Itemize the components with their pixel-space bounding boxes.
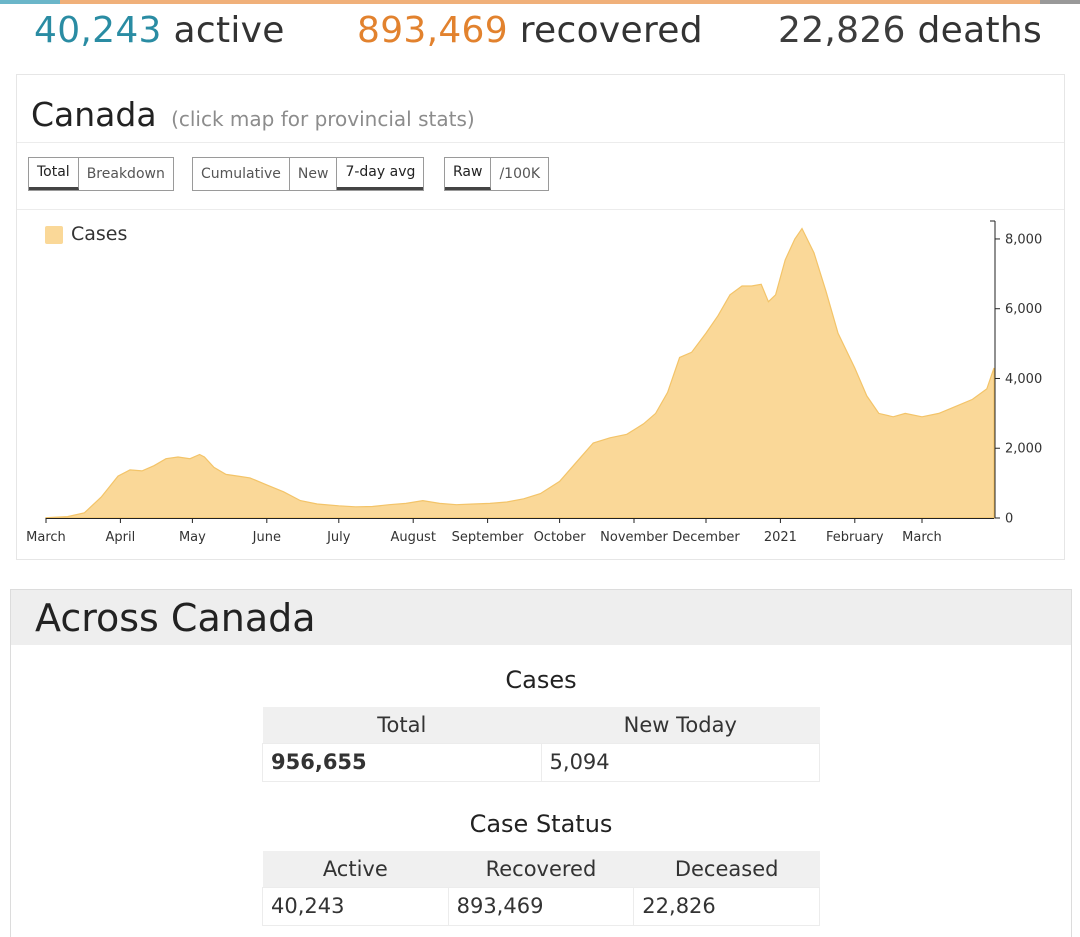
deaths-stat: 22,826 deaths bbox=[778, 10, 1042, 51]
legend-swatch-cases bbox=[45, 226, 63, 244]
aggregation-toggle: Cumulative New 7-day avg bbox=[192, 157, 425, 191]
y-tick-label: 2,000 bbox=[1005, 442, 1042, 457]
scale-toggle: Raw /100K bbox=[444, 157, 550, 191]
recovered-value: 893,469 bbox=[447, 886, 635, 926]
recovered-label: recovered bbox=[519, 10, 703, 51]
card-divider bbox=[17, 209, 1064, 210]
view-mode-toggle: Total Breakdown bbox=[28, 157, 174, 191]
x-tick-label: July bbox=[326, 530, 351, 545]
cases-area-chart: March April May June July August September Octo… bbox=[26, 220, 1042, 545]
per-100k-button[interactable]: /100K bbox=[491, 158, 549, 190]
seven-day-avg-button[interactable]: 7-day avg bbox=[337, 158, 424, 190]
y-tick-label: 4,000 bbox=[1005, 372, 1042, 387]
active-value: 40,243 bbox=[262, 886, 449, 926]
x-tick-label: May bbox=[179, 530, 206, 545]
active-label: active bbox=[173, 10, 285, 51]
canada-chart-card: Canada (click map for provincial stats) … bbox=[16, 74, 1065, 560]
y-tick-label: 0 bbox=[1005, 512, 1013, 527]
case-status-table-title: Case Status bbox=[469, 810, 613, 838]
top-progress-strip bbox=[0, 0, 1080, 4]
strip-recovered-segment bbox=[60, 0, 1040, 4]
strip-active-segment bbox=[0, 0, 60, 4]
cases-new-today-value: 5,094 bbox=[540, 742, 821, 782]
across-canada-section: Across Canada Cases Total New Today 956,… bbox=[10, 589, 1072, 937]
cases-table: Total New Today 956,655 5,094 bbox=[262, 707, 821, 782]
recovered-header: Recovered bbox=[448, 851, 634, 887]
series-area-cases bbox=[45, 227, 995, 519]
y-tick-label: 6,000 bbox=[1005, 302, 1042, 317]
deaths-count: 22,826 bbox=[778, 10, 906, 51]
x-tick-label: March bbox=[26, 530, 66, 545]
cases-table-title: Cases bbox=[505, 666, 577, 694]
deaths-label: deaths bbox=[917, 10, 1043, 51]
cases-new-today-header: New Today bbox=[541, 707, 820, 743]
recovered-count: 893,469 bbox=[357, 10, 508, 51]
x-tick-label: August bbox=[390, 530, 436, 545]
x-tick-label: April bbox=[106, 530, 136, 545]
strip-deaths-segment bbox=[1040, 0, 1080, 4]
card-title: Canada (click map for provincial stats) bbox=[31, 95, 475, 134]
x-tick-label: 2021 bbox=[764, 530, 797, 545]
x-tick-label: December bbox=[672, 530, 740, 545]
active-stat: 40,243 active bbox=[34, 10, 285, 51]
across-canada-header: Across Canada bbox=[11, 590, 1071, 645]
x-tick-label: October bbox=[534, 530, 587, 545]
deceased-header: Deceased bbox=[633, 851, 820, 887]
y-tick-label: 8,000 bbox=[1005, 232, 1042, 247]
x-tick-label: February bbox=[826, 530, 884, 545]
deceased-value: 22,826 bbox=[633, 886, 820, 926]
x-tick-label: November bbox=[600, 530, 668, 545]
total-button[interactable]: Total bbox=[29, 158, 79, 190]
legend-label-cases: Cases bbox=[71, 223, 128, 245]
raw-button[interactable]: Raw bbox=[445, 158, 492, 190]
card-divider bbox=[17, 142, 1064, 143]
new-button[interactable]: New bbox=[289, 158, 338, 190]
x-tick-label: September bbox=[452, 530, 525, 545]
recovered-stat: 893,469 recovered bbox=[357, 10, 703, 51]
active-count: 40,243 bbox=[34, 10, 162, 51]
case-status-table: Active Recovered Deceased 40,243 893,469… bbox=[262, 851, 820, 926]
table-row: 40,243 893,469 22,826 bbox=[262, 886, 820, 926]
cases-total-header: Total bbox=[262, 707, 542, 743]
card-title-text: Canada bbox=[31, 95, 157, 134]
table-row: 956,655 5,094 bbox=[262, 742, 821, 782]
summary-stats: 40,243 active 893,469 recovered 22,826 d… bbox=[0, 10, 1080, 70]
x-tick-label: March bbox=[902, 530, 942, 545]
cumulative-button[interactable]: Cumulative bbox=[193, 158, 290, 190]
breakdown-button[interactable]: Breakdown bbox=[78, 158, 173, 190]
card-subtitle: (click map for provincial stats) bbox=[171, 107, 475, 131]
x-tick-label: June bbox=[252, 530, 281, 545]
across-canada-title: Across Canada bbox=[35, 596, 316, 640]
active-header: Active bbox=[262, 851, 449, 887]
cases-total-value: 956,655 bbox=[262, 742, 542, 782]
